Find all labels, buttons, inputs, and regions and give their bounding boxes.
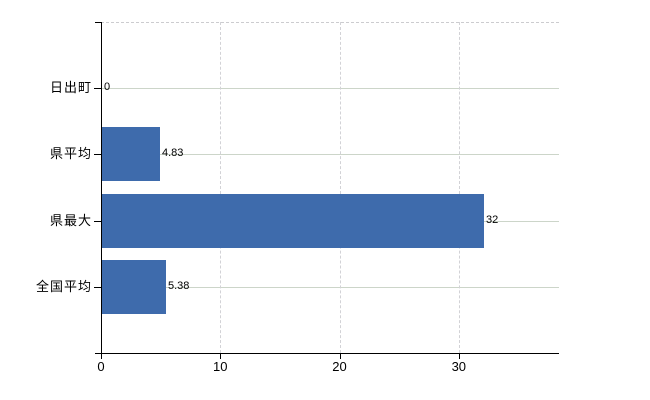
- x-tick-label: 0: [97, 359, 105, 374]
- y-axis-line: [101, 22, 102, 354]
- h-gridline: [101, 286, 559, 288]
- x-tick-label: 20: [332, 359, 347, 374]
- y-axis-top-tick: [95, 22, 101, 23]
- bar: [102, 259, 166, 314]
- v-gridline: [220, 22, 222, 353]
- bar-value-label: 4.83: [162, 147, 184, 160]
- h-gridline: [101, 154, 559, 156]
- bar-value-label: 0: [104, 81, 111, 94]
- x-tick-mark: [458, 354, 460, 359]
- v-gridline: [339, 22, 341, 353]
- category-tick: [94, 220, 101, 222]
- category-label: 全国平均: [35, 278, 92, 294]
- x-tick-mark: [339, 354, 341, 359]
- bar-value-label: 5.38: [168, 279, 190, 292]
- category-tick: [94, 88, 101, 90]
- x-tick-label: 10: [213, 359, 228, 374]
- bar-value-label: 32: [486, 213, 499, 226]
- v-gridline: [458, 22, 460, 353]
- h-gridline: [101, 88, 559, 90]
- category-tick: [94, 154, 101, 156]
- category-tick: [94, 286, 101, 288]
- x-tick-mark: [220, 354, 222, 359]
- plot-top-border: [101, 22, 559, 23]
- category-label: 県最大: [49, 212, 92, 228]
- bar: [102, 193, 484, 248]
- x-tick-mark: [101, 354, 102, 359]
- category-label: 日出町: [49, 80, 92, 96]
- x-axis-line: [95, 353, 559, 354]
- bar: [102, 127, 160, 182]
- x-tick-label: 30: [451, 359, 467, 374]
- category-label: 県平均: [49, 146, 92, 162]
